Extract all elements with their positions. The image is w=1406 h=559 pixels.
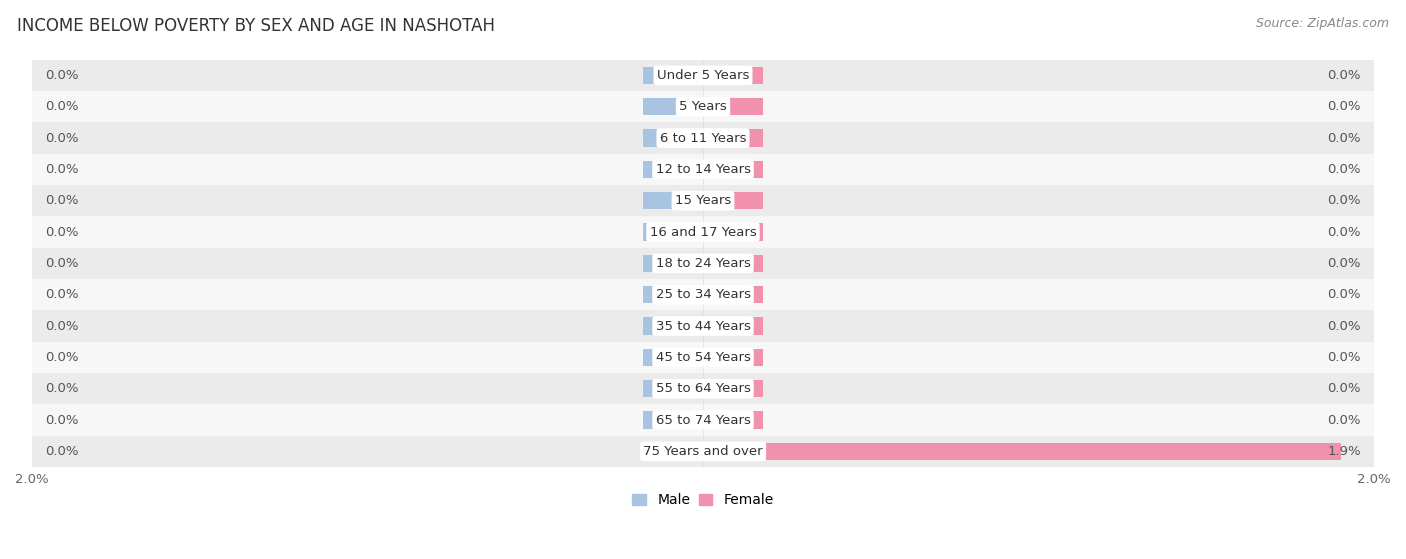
Bar: [643, 224, 703, 241]
Text: 6 to 11 Years: 6 to 11 Years: [659, 131, 747, 145]
Text: 0.0%: 0.0%: [1327, 351, 1361, 364]
Bar: [703, 286, 763, 304]
Bar: [703, 349, 763, 366]
Text: 15 Years: 15 Years: [675, 194, 731, 207]
Bar: [703, 98, 763, 115]
Text: 25 to 34 Years: 25 to 34 Years: [655, 288, 751, 301]
Bar: [703, 411, 763, 429]
Text: 0.0%: 0.0%: [45, 194, 79, 207]
Bar: [703, 192, 763, 209]
Text: 35 to 44 Years: 35 to 44 Years: [655, 320, 751, 333]
Text: 45 to 54 Years: 45 to 54 Years: [655, 351, 751, 364]
Bar: [32, 248, 1374, 279]
Text: 0.0%: 0.0%: [45, 414, 79, 427]
Text: 0.0%: 0.0%: [1327, 100, 1361, 113]
Bar: [643, 161, 703, 178]
Text: 0.0%: 0.0%: [1327, 320, 1361, 333]
Text: 0.0%: 0.0%: [1327, 257, 1361, 270]
Bar: [32, 310, 1374, 342]
Text: 0.0%: 0.0%: [45, 257, 79, 270]
Bar: [643, 286, 703, 304]
Text: 0.0%: 0.0%: [45, 225, 79, 239]
Bar: [32, 154, 1374, 185]
Text: 75 Years and over: 75 Years and over: [643, 445, 763, 458]
Text: 5 Years: 5 Years: [679, 100, 727, 113]
Bar: [32, 216, 1374, 248]
Text: 0.0%: 0.0%: [1327, 163, 1361, 176]
Text: 0.0%: 0.0%: [1327, 69, 1361, 82]
Bar: [32, 404, 1374, 435]
Bar: [703, 224, 763, 241]
Bar: [703, 443, 1341, 460]
Text: 0.0%: 0.0%: [1327, 288, 1361, 301]
Bar: [32, 373, 1374, 404]
Bar: [643, 255, 703, 272]
Bar: [643, 318, 703, 335]
Bar: [32, 91, 1374, 122]
Bar: [32, 122, 1374, 154]
Text: 12 to 14 Years: 12 to 14 Years: [655, 163, 751, 176]
Text: 0.0%: 0.0%: [45, 351, 79, 364]
Bar: [32, 185, 1374, 216]
Text: 18 to 24 Years: 18 to 24 Years: [655, 257, 751, 270]
Legend: Male, Female: Male, Female: [627, 488, 779, 513]
Bar: [703, 130, 763, 146]
Bar: [643, 411, 703, 429]
Bar: [32, 279, 1374, 310]
Text: 0.0%: 0.0%: [45, 445, 79, 458]
Text: 0.0%: 0.0%: [45, 163, 79, 176]
Text: 0.0%: 0.0%: [1327, 414, 1361, 427]
Text: 0.0%: 0.0%: [45, 288, 79, 301]
Text: 55 to 64 Years: 55 to 64 Years: [655, 382, 751, 395]
Bar: [32, 342, 1374, 373]
Text: Under 5 Years: Under 5 Years: [657, 69, 749, 82]
Text: 0.0%: 0.0%: [1327, 194, 1361, 207]
Text: 0.0%: 0.0%: [1327, 382, 1361, 395]
Text: 0.0%: 0.0%: [45, 382, 79, 395]
Bar: [703, 161, 763, 178]
Bar: [703, 318, 763, 335]
Bar: [643, 192, 703, 209]
Bar: [643, 130, 703, 146]
Text: 0.0%: 0.0%: [45, 131, 79, 145]
Text: Source: ZipAtlas.com: Source: ZipAtlas.com: [1256, 17, 1389, 30]
Text: 0.0%: 0.0%: [45, 69, 79, 82]
Bar: [703, 67, 763, 84]
Text: 16 and 17 Years: 16 and 17 Years: [650, 225, 756, 239]
Bar: [643, 98, 703, 115]
Bar: [703, 255, 763, 272]
Bar: [643, 67, 703, 84]
Text: INCOME BELOW POVERTY BY SEX AND AGE IN NASHOTAH: INCOME BELOW POVERTY BY SEX AND AGE IN N…: [17, 17, 495, 35]
Bar: [643, 349, 703, 366]
Bar: [643, 380, 703, 397]
Text: 1.9%: 1.9%: [1327, 445, 1361, 458]
Bar: [643, 443, 703, 460]
Text: 0.0%: 0.0%: [1327, 225, 1361, 239]
Text: 0.0%: 0.0%: [45, 320, 79, 333]
Text: 0.0%: 0.0%: [1327, 131, 1361, 145]
Text: 65 to 74 Years: 65 to 74 Years: [655, 414, 751, 427]
Bar: [32, 60, 1374, 91]
Text: 0.0%: 0.0%: [45, 100, 79, 113]
Bar: [703, 380, 763, 397]
Bar: [32, 435, 1374, 467]
